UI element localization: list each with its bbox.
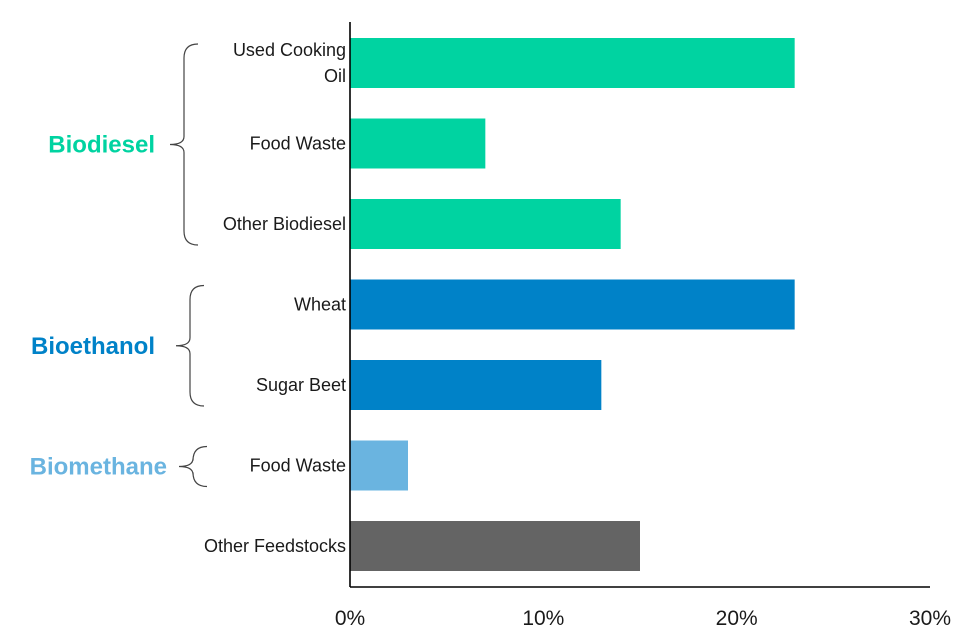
x-tick-label-3: 30%	[909, 607, 951, 630]
category-label-1: Food Waste	[250, 134, 346, 154]
bar-3	[350, 279, 795, 330]
category-label-4: Sugar Beet	[256, 375, 346, 395]
bar-4	[350, 360, 602, 410]
bar-0	[350, 38, 795, 88]
x-tick-labels: 0% 10% 20% 30%	[335, 607, 951, 630]
biodiesel-brace	[169, 43, 199, 246]
biomethane-group-label: Biomethane	[30, 454, 167, 481]
category-label-3: Wheat	[294, 295, 346, 315]
biomethane-brace	[178, 445, 208, 488]
bar-2	[350, 199, 621, 249]
x-tick-label-0: 0%	[335, 607, 365, 630]
category-label-5: Food Waste	[250, 456, 346, 476]
bar-6	[350, 521, 640, 571]
bioethanol-group-label: Bioethanol	[31, 333, 155, 360]
category-label-0: Used Cooking Oil	[233, 40, 346, 86]
biodiesel-group-label: Biodiesel	[48, 132, 155, 159]
bioethanol-brace	[175, 284, 205, 407]
bar-1	[350, 118, 486, 169]
bars-layer	[350, 38, 795, 571]
group-labels: Biodiesel Bioethanol Biomethane	[30, 43, 208, 488]
category-labels: Used Cooking Oil Food Waste Other Biodiesel…	[204, 40, 346, 556]
bar-5	[350, 440, 408, 491]
category-label-2: Other Biodiesel	[223, 214, 346, 234]
x-tick-label-1: 10%	[522, 607, 564, 630]
x-tick-label-2: 20%	[716, 607, 758, 630]
category-label-6: Other Feedstocks	[204, 536, 346, 556]
